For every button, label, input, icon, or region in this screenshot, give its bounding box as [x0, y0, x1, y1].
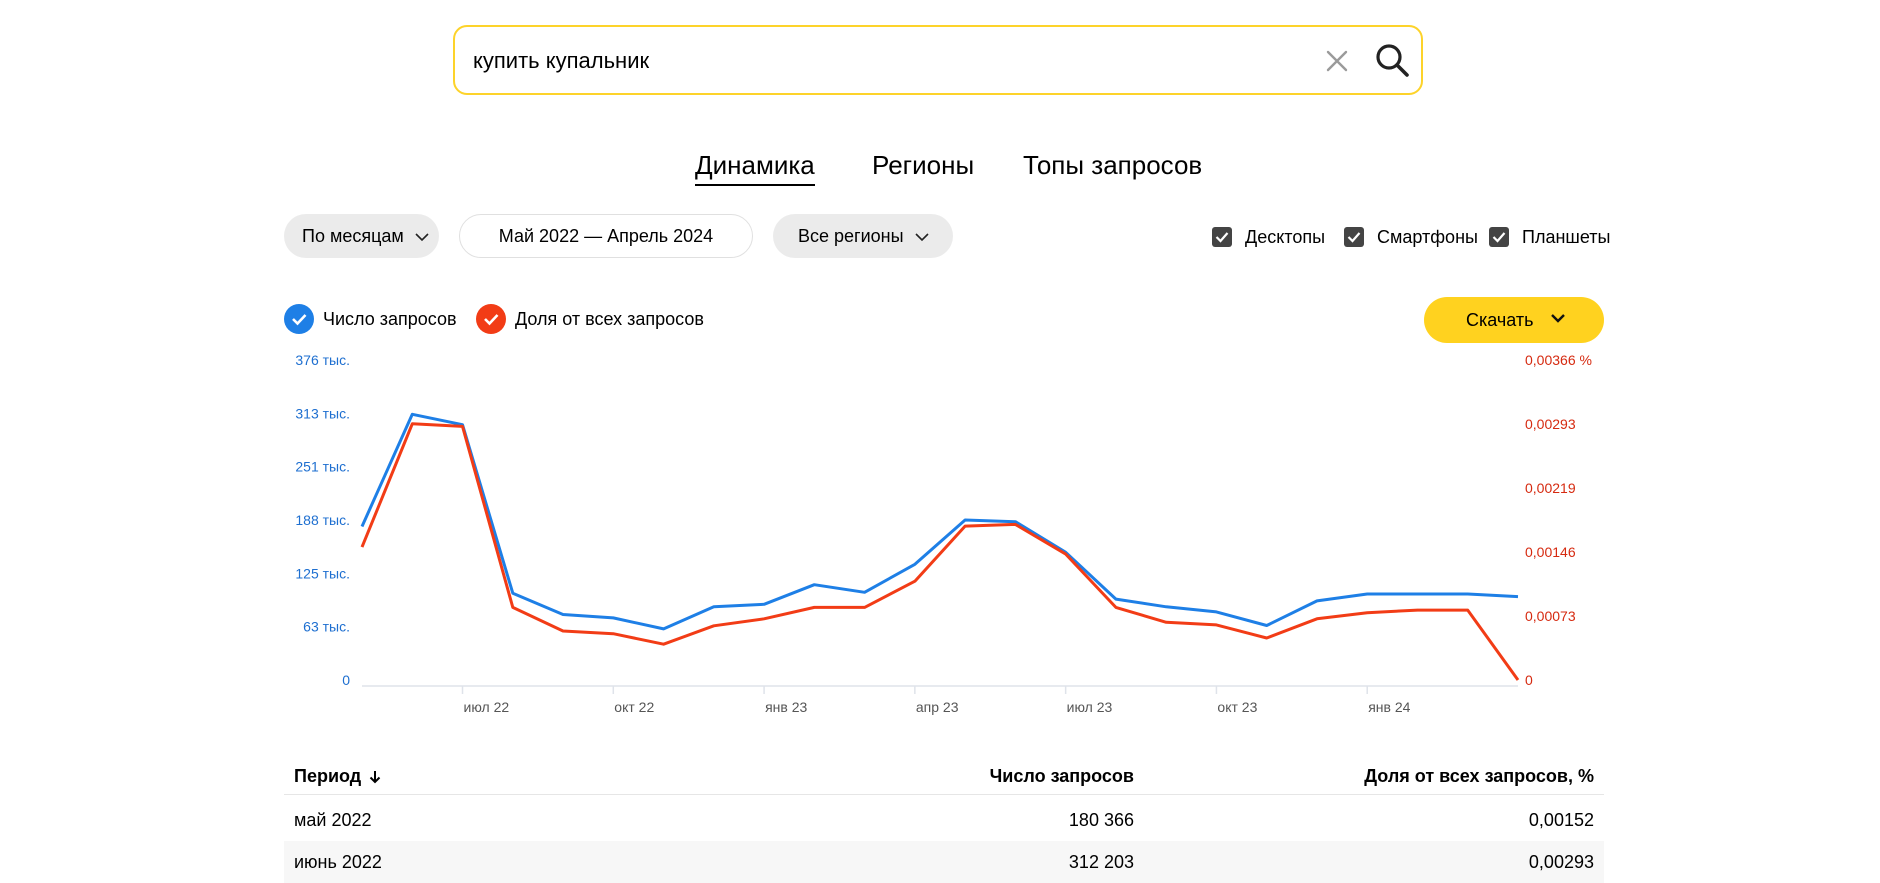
device-tablet[interactable]: Планшеты — [1489, 226, 1611, 248]
device-smartphone[interactable]: Смартфоны — [1344, 226, 1484, 248]
device-label: Планшеты — [1522, 227, 1611, 247]
download-label: Скачать — [1466, 310, 1534, 330]
tabs: Динамика Регионы Топы запросов — [0, 150, 1880, 190]
check-circle-icon — [476, 304, 506, 334]
column-count[interactable]: Число запросов — [989, 766, 1134, 786]
x-tick-label: янв 23 — [765, 699, 807, 715]
chevron-down-icon — [415, 233, 429, 242]
download-button[interactable]: Скачать — [1424, 297, 1604, 343]
y-right-tick-label: 0,00219 — [1525, 480, 1576, 496]
device-label: Десктопы — [1245, 227, 1326, 247]
checkbox-checked-icon[interactable] — [1489, 227, 1509, 247]
tab-top-queries[interactable]: Топы запросов — [1023, 150, 1203, 180]
checkbox-checked-icon[interactable] — [1212, 227, 1232, 247]
x-tick-label: янв 24 — [1368, 699, 1410, 715]
cell-share: 0,00152 — [1528, 810, 1594, 830]
cell-share: 0,00293 — [1528, 852, 1594, 872]
cell-count: 312 203 — [1068, 852, 1134, 872]
column-period-label: Период — [294, 766, 362, 786]
x-tick-label: июл 22 — [464, 699, 510, 715]
cell-count: 180 366 — [1068, 810, 1134, 830]
y-left-tick-label: 313 тыс. — [295, 405, 350, 421]
y-left-tick-label: 63 тыс. — [303, 619, 350, 635]
table-header: Период Число запросов Доля от всех запро… — [284, 760, 1604, 795]
y-left-tick-label: 376 тыс. — [295, 352, 350, 368]
x-tick-label: апр 23 — [916, 699, 959, 715]
grouping-dropdown[interactable]: По месяцам — [284, 214, 439, 258]
x-tick-label: окт 22 — [614, 699, 654, 715]
table-row: июнь 2022 312 203 0,00293 — [284, 841, 1604, 883]
search-box — [453, 25, 1423, 95]
series-line-share — [360, 422, 1520, 681]
cell-period: май 2022 — [294, 810, 372, 830]
series-line-query-count — [360, 412, 1519, 631]
x-tick-label: окт 23 — [1217, 699, 1257, 715]
x-tick-label: июл 23 — [1067, 699, 1113, 715]
search-input[interactable] — [471, 39, 1295, 83]
column-period[interactable]: Период — [294, 766, 381, 787]
legend-share[interactable]: Доля от всех запросов — [476, 304, 706, 334]
device-desktop[interactable]: Десктопы — [1212, 226, 1342, 248]
region-dropdown[interactable]: Все регионы — [773, 214, 953, 258]
arrow-down-icon — [370, 771, 381, 784]
legend-label: Число запросов — [323, 309, 457, 329]
checkbox-checked-icon[interactable] — [1344, 227, 1364, 247]
legend-query-count[interactable]: Число запросов — [284, 304, 459, 334]
table-row: май 2022 180 366 0,00152 — [284, 799, 1604, 841]
chevron-down-icon — [915, 233, 929, 242]
legend-label: Доля от всех запросов — [515, 309, 704, 329]
y-right-tick-label: 0,00146 — [1525, 544, 1576, 560]
tab-regions[interactable]: Регионы — [872, 150, 975, 180]
y-right-tick-label: 0,00073 — [1525, 608, 1576, 624]
y-right-tick-label: 0,00293 — [1525, 416, 1576, 432]
check-circle-icon — [284, 304, 314, 334]
y-left-tick-label: 125 тыс. — [295, 565, 350, 581]
search-icon[interactable] — [1374, 42, 1410, 78]
column-share[interactable]: Доля от всех запросов, % — [1364, 766, 1594, 786]
grouping-label: По месяцам — [302, 226, 404, 246]
tab-dynamics[interactable]: Динамика — [695, 150, 815, 186]
cell-period: июнь 2022 — [294, 852, 382, 872]
y-right-tick-label: 0 — [1525, 672, 1533, 688]
y-left-tick-label: 251 тыс. — [295, 459, 350, 475]
clear-icon[interactable] — [1323, 47, 1351, 75]
y-right-tick-label: 0,00366 % — [1525, 352, 1592, 368]
region-label: Все регионы — [798, 226, 904, 246]
device-label: Смартфоны — [1377, 227, 1478, 247]
dynamics-chart: 0 63 тыс. 125 тыс. 188 тыс. 251 тыс. 313 тыс.… — [295, 352, 1592, 715]
period-picker[interactable]: Май 2022 — Апрель 2024 — [459, 214, 753, 258]
period-label: Май 2022 — Апрель 2024 — [498, 226, 714, 246]
chevron-down-icon — [1551, 314, 1565, 323]
y-left-tick-label: 0 — [342, 672, 350, 688]
y-left-tick-label: 188 тыс. — [295, 512, 350, 528]
